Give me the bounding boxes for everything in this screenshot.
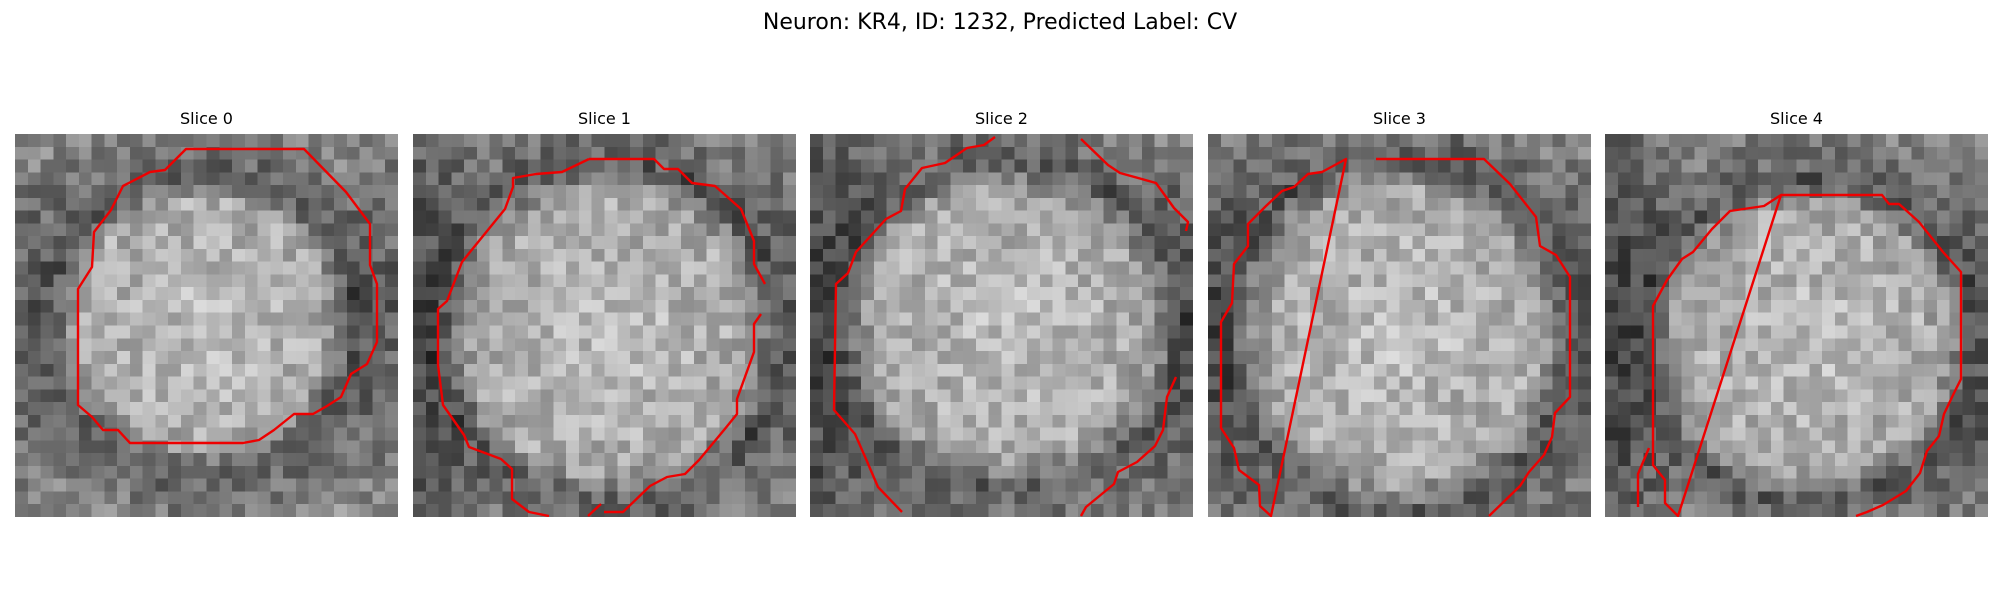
slice-3-contour [1219, 157, 1572, 517]
contour-line [76, 147, 379, 445]
contour-line [1376, 157, 1572, 517]
slice-4-contour [1636, 193, 1963, 517]
contour-line [1219, 157, 1348, 517]
contour-line [1079, 376, 1178, 517]
slice-0-title: Slice 0 [180, 109, 233, 128]
slice-3-image [1208, 134, 1591, 517]
contour-line [1781, 193, 1963, 517]
slice-2-title: Slice 2 [975, 109, 1028, 128]
slice-1-contour [436, 157, 767, 517]
contour-line [604, 313, 762, 514]
slice-3-title: Slice 3 [1373, 109, 1426, 128]
contour-line [832, 136, 996, 513]
slice-2-image [810, 134, 1193, 517]
slice-0-contour [76, 147, 379, 445]
contour-line [436, 157, 590, 517]
figure-title: Neuron: KR4, ID: 1232, Predicted Label: … [762, 10, 1238, 35]
slice-1-image [413, 134, 796, 517]
contour-line [1080, 138, 1190, 232]
slice-0-image [15, 134, 398, 517]
slice-4-image [1605, 134, 1988, 517]
contour-line [587, 503, 602, 517]
contour-line [1651, 193, 1783, 517]
slice-2-contour [832, 136, 1190, 517]
slice-4-title: Slice 4 [1770, 109, 1823, 128]
contour-line [589, 157, 767, 285]
slice-1-title: Slice 1 [578, 109, 631, 128]
contour-line [1636, 447, 1651, 507]
